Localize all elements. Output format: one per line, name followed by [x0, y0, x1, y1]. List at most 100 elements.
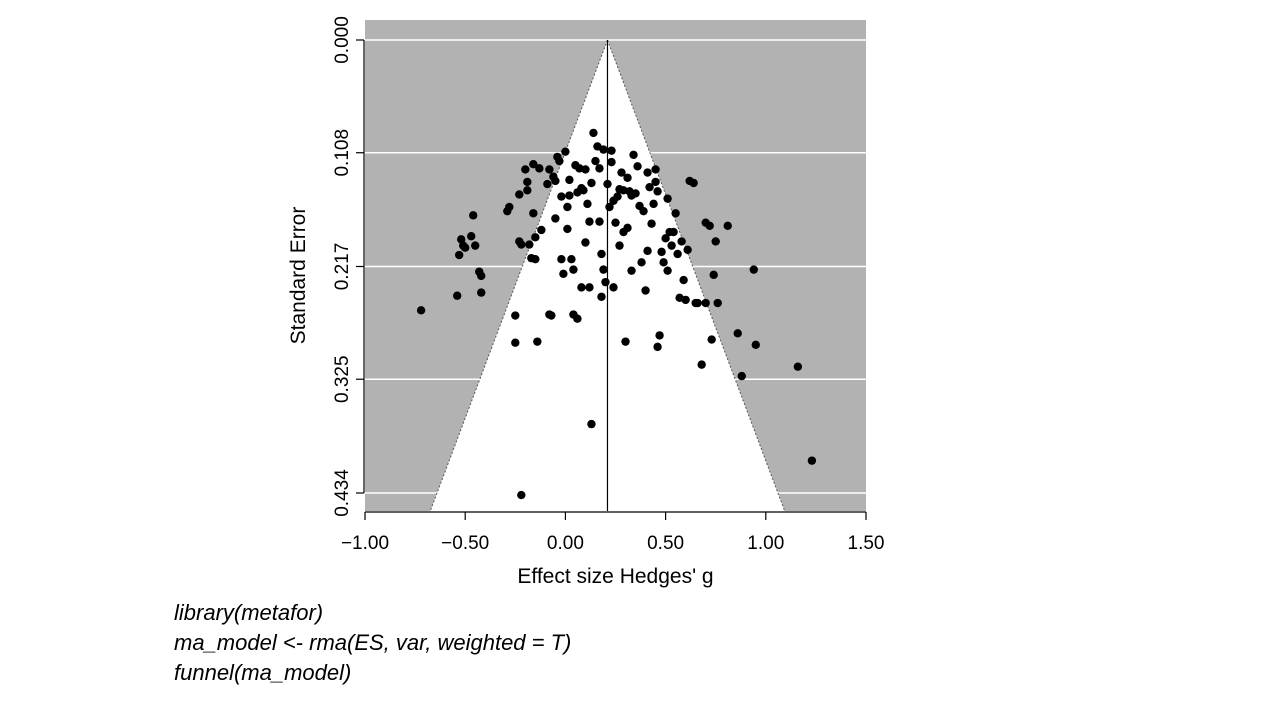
- data-point: [663, 194, 672, 203]
- data-point: [599, 145, 608, 154]
- data-point: [605, 202, 614, 212]
- data-point: [569, 265, 578, 274]
- data-point: [531, 254, 540, 264]
- data-point: [681, 295, 690, 305]
- data-point: [537, 225, 546, 235]
- data-point: [563, 202, 572, 212]
- x-tick-label: −0.50: [441, 533, 489, 554]
- data-point: [597, 292, 606, 301]
- data-point: [567, 254, 576, 264]
- data-point: [671, 209, 680, 218]
- data-point: [563, 224, 572, 234]
- data-point: [677, 237, 686, 246]
- data-point: [655, 331, 664, 340]
- data-point: [649, 199, 658, 209]
- data-point: [793, 362, 803, 371]
- data-point: [543, 179, 552, 189]
- x-axis-label: Effect size Hedges' g: [517, 565, 713, 588]
- data-point: [581, 238, 590, 247]
- data-point: [505, 202, 514, 212]
- data-point: [547, 311, 556, 320]
- data-point: [511, 311, 520, 320]
- data-point: [623, 173, 632, 182]
- data-point: [535, 164, 544, 173]
- data-point: [737, 371, 746, 381]
- data-point: [601, 277, 610, 287]
- data-point: [557, 192, 566, 201]
- data-point: [651, 165, 660, 174]
- data-point: [653, 342, 662, 352]
- data-point: [633, 162, 642, 171]
- data-point: [705, 221, 714, 230]
- data-point: [669, 227, 678, 237]
- x-tick-label: 1.50: [848, 533, 885, 554]
- data-point: [627, 266, 636, 275]
- x-tick-label: −1.00: [341, 533, 389, 554]
- data-point: [521, 165, 530, 174]
- data-point: [545, 165, 554, 174]
- data-point: [585, 217, 594, 226]
- points-layer: [416, 128, 817, 500]
- data-point: [651, 177, 660, 187]
- data-point: [603, 179, 612, 189]
- data-point: [689, 178, 698, 188]
- data-point: [551, 214, 560, 223]
- x-axis: −1.00 −0.50 0.00 0.50 1.00 1.50: [341, 511, 885, 554]
- data-point: [517, 490, 526, 500]
- data-point: [631, 189, 640, 198]
- data-point: [517, 240, 526, 249]
- data-point: [661, 234, 670, 243]
- data-point: [589, 128, 598, 138]
- data-point: [416, 306, 426, 315]
- data-point: [577, 283, 586, 292]
- data-point: [454, 250, 464, 260]
- data-point: [751, 340, 760, 349]
- data-point: [555, 156, 564, 166]
- y-axis-label: Standard Error: [287, 207, 310, 345]
- data-point: [477, 271, 486, 281]
- data-point: [551, 176, 560, 186]
- data-point: [643, 246, 652, 256]
- data-point: [733, 329, 742, 338]
- y-axis: 0.000 0.108 0.217 0.325 0.434: [332, 16, 365, 517]
- data-point: [581, 165, 590, 174]
- data-point: [585, 283, 594, 292]
- data-point: [659, 258, 668, 267]
- data-point: [683, 245, 692, 254]
- data-point: [617, 168, 626, 177]
- data-point: [599, 265, 608, 274]
- data-point: [667, 241, 676, 250]
- data-point: [477, 288, 486, 297]
- data-point: [641, 286, 650, 295]
- data-point: [573, 314, 582, 323]
- data-point: [613, 192, 622, 201]
- data-point: [565, 175, 574, 185]
- y-tick-label: 0.000: [332, 16, 353, 64]
- x-tick-label: 1.00: [747, 533, 784, 554]
- data-point: [697, 360, 706, 369]
- data-point: [595, 164, 604, 173]
- data-point: [637, 258, 646, 267]
- data-point: [673, 249, 682, 259]
- data-point: [511, 338, 520, 347]
- funnel-plot-svg: −1.00 −0.50 0.00 0.50 1.00 1.50 0.000 0.108 0.2…: [287, 16, 885, 588]
- data-point: [452, 291, 462, 300]
- data-point: [529, 209, 538, 218]
- data-point: [657, 247, 666, 257]
- data-point: [565, 191, 574, 200]
- code-line: library(metafor): [174, 600, 324, 625]
- data-point: [645, 182, 654, 192]
- data-point: [561, 147, 570, 156]
- data-point: [533, 337, 542, 346]
- data-point: [711, 237, 720, 246]
- data-point: [679, 275, 688, 285]
- data-point: [471, 241, 480, 250]
- data-point: [663, 266, 672, 275]
- data-point: [523, 177, 532, 187]
- data-point: [469, 211, 478, 220]
- data-point: [525, 240, 534, 249]
- data-point: [713, 298, 722, 308]
- data-point: [557, 254, 566, 264]
- data-point: [607, 146, 616, 155]
- data-point: [559, 269, 568, 279]
